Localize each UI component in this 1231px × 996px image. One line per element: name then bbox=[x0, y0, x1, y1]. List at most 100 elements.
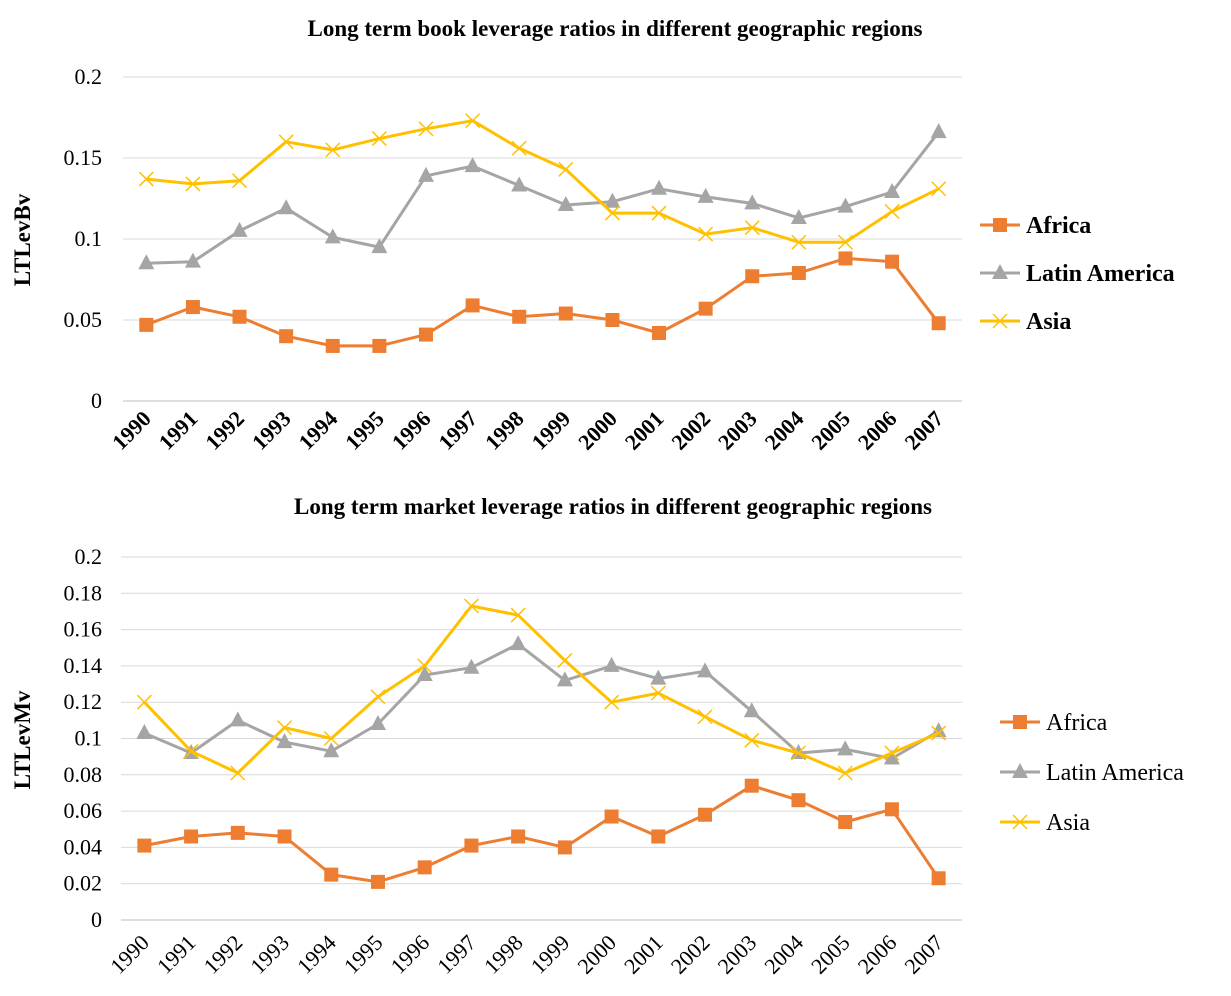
legend-item: Latin America bbox=[980, 261, 1175, 287]
legend-label: Asia bbox=[1026, 309, 1071, 335]
data-point bbox=[231, 221, 248, 237]
data-point bbox=[744, 220, 760, 236]
x-tick-label: 1998 bbox=[479, 930, 528, 979]
data-point bbox=[511, 829, 526, 844]
market-leverage-chart: Long term market leverage ratios in diff… bbox=[10, 494, 1184, 979]
data-point bbox=[698, 301, 713, 316]
data-point bbox=[185, 300, 200, 315]
data-point bbox=[651, 179, 668, 195]
y-tick-label: 0 bbox=[91, 388, 102, 413]
data-point bbox=[464, 838, 479, 853]
data-point bbox=[698, 807, 713, 822]
data-point bbox=[698, 226, 714, 242]
data-point bbox=[884, 802, 899, 817]
data-point bbox=[136, 724, 153, 740]
data-point bbox=[465, 113, 481, 129]
x-tick-label: 2007 bbox=[899, 406, 948, 455]
data-point bbox=[417, 166, 434, 182]
data-point bbox=[463, 598, 479, 614]
data-point bbox=[697, 709, 713, 725]
data-point bbox=[278, 199, 295, 215]
legend-item: Africa bbox=[980, 213, 1091, 239]
series-line-asia bbox=[143, 604, 940, 775]
x-tick-label: 2002 bbox=[666, 930, 715, 979]
data-point bbox=[511, 140, 527, 156]
legend-marker bbox=[1012, 814, 1028, 830]
y-tick-label: 0.08 bbox=[64, 762, 103, 787]
data-point bbox=[885, 254, 900, 269]
x-tick-label: 2001 bbox=[620, 406, 669, 455]
x-tick-label: 2003 bbox=[713, 406, 762, 455]
data-point bbox=[278, 134, 294, 150]
data-point bbox=[184, 252, 201, 268]
data-point bbox=[276, 733, 293, 749]
series-line-latin-america bbox=[143, 642, 940, 760]
y-tick-label: 0.14 bbox=[64, 653, 103, 678]
data-point bbox=[276, 720, 293, 736]
x-tick-label: 1994 bbox=[292, 930, 341, 979]
data-point bbox=[417, 860, 432, 875]
data-point bbox=[884, 745, 900, 761]
book-leverage-chart: Long term book leverage ratios in differ… bbox=[10, 16, 1175, 455]
data-point bbox=[418, 327, 433, 342]
y-axis-label: LTLevBv bbox=[10, 193, 35, 286]
data-point bbox=[185, 176, 201, 192]
x-tick-label: 1995 bbox=[339, 930, 388, 979]
data-point bbox=[139, 317, 154, 332]
data-point bbox=[650, 669, 667, 685]
data-point bbox=[791, 793, 806, 808]
x-tick-label: 1990 bbox=[107, 406, 156, 455]
x-tick-label: 1998 bbox=[480, 406, 529, 455]
data-point bbox=[183, 743, 199, 759]
data-point bbox=[883, 749, 900, 765]
data-point bbox=[325, 338, 340, 353]
data-point bbox=[604, 192, 621, 208]
data-point bbox=[138, 171, 154, 187]
legend-label: Latin America bbox=[1046, 760, 1184, 786]
x-tick-label: 1997 bbox=[433, 406, 482, 455]
data-point bbox=[416, 665, 433, 681]
x-tick-label: 1994 bbox=[293, 406, 342, 455]
legend-marker bbox=[1013, 715, 1027, 729]
x-tick-label: 1990 bbox=[105, 930, 154, 979]
legend-label: Africa bbox=[1026, 213, 1091, 239]
data-point bbox=[372, 338, 387, 353]
data-point bbox=[230, 765, 246, 781]
chart-title: Long term market leverage ratios in diff… bbox=[294, 494, 932, 519]
data-point bbox=[231, 173, 248, 189]
data-point bbox=[184, 829, 199, 844]
x-tick-label: 1991 bbox=[154, 406, 203, 455]
data-point bbox=[137, 838, 152, 853]
data-point bbox=[838, 814, 853, 829]
y-tick-label: 0.2 bbox=[75, 544, 103, 569]
data-point bbox=[369, 714, 386, 730]
data-point bbox=[884, 183, 901, 199]
data-point bbox=[744, 732, 760, 748]
data-point bbox=[136, 694, 152, 710]
data-point bbox=[323, 730, 339, 747]
y-tick-label: 0.16 bbox=[64, 617, 103, 642]
y-tick-label: 0.2 bbox=[75, 64, 103, 89]
data-point bbox=[604, 694, 620, 710]
data-point bbox=[604, 205, 620, 221]
y-tick-label: 0.18 bbox=[64, 580, 103, 605]
x-tick-label: 1992 bbox=[199, 930, 248, 979]
y-tick-label: 0.1 bbox=[75, 226, 103, 251]
data-point bbox=[465, 298, 480, 313]
data-point bbox=[325, 142, 341, 158]
x-tick-label: 1993 bbox=[245, 930, 294, 979]
y-tick-label: 0.06 bbox=[64, 798, 103, 823]
x-tick-label: 2002 bbox=[666, 406, 715, 455]
data-point bbox=[463, 658, 480, 674]
x-tick-label: 2001 bbox=[619, 930, 668, 979]
legend-item: Asia bbox=[980, 309, 1071, 335]
legend-item: Asia bbox=[1000, 810, 1090, 836]
y-tick-label: 0.02 bbox=[64, 871, 103, 896]
x-tick-label: 2006 bbox=[853, 930, 902, 979]
data-point bbox=[744, 778, 759, 793]
data-point bbox=[464, 157, 481, 173]
data-point bbox=[652, 325, 667, 340]
data-point bbox=[837, 765, 853, 781]
data-point bbox=[324, 228, 341, 244]
data-point bbox=[558, 306, 573, 321]
